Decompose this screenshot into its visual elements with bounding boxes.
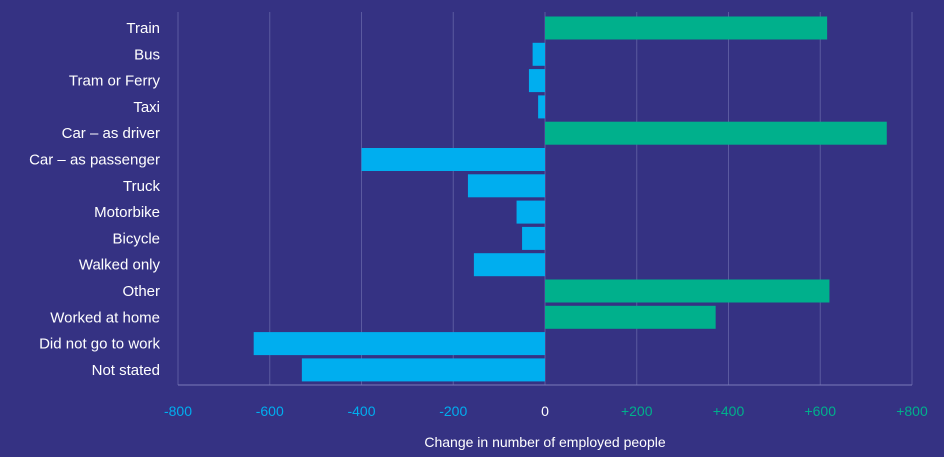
x-tick-label-8: +800 — [896, 403, 928, 419]
x-tick-label-6: +400 — [713, 403, 745, 419]
bars — [253, 16, 887, 382]
category-label-12: Did not go to work — [39, 336, 160, 353]
bar-9 — [473, 253, 545, 277]
x-tick-label-0: -800 — [164, 403, 192, 419]
bar-7 — [516, 200, 545, 224]
category-label-3: Taxi — [133, 99, 160, 116]
category-label-0: Train — [126, 20, 160, 37]
x-tick-label-1: -600 — [256, 403, 284, 419]
bar-2 — [528, 69, 545, 93]
category-label-1: Bus — [134, 46, 160, 63]
category-label-13: Not stated — [92, 362, 160, 379]
x-tick-label-7: +600 — [804, 403, 836, 419]
x-tick-labels: -800 -600 -400 -200 0 +200 +400 +600 +800 — [164, 403, 928, 419]
category-label-2: Tram or Ferry — [69, 73, 161, 90]
bar-1 — [532, 42, 545, 66]
x-tick-label-2: -400 — [347, 403, 375, 419]
bar-0 — [545, 16, 828, 40]
category-label-9: Walked only — [79, 257, 161, 274]
grid-lines — [177, 12, 913, 386]
x-axis-title: Change in number of employed people — [424, 434, 665, 450]
bar-6 — [467, 174, 545, 198]
category-label-5: Car – as passenger — [29, 152, 160, 169]
bar-3 — [538, 95, 545, 119]
category-label-10: Other — [122, 283, 160, 300]
bar-13 — [301, 358, 545, 382]
x-tick-label-3: -200 — [439, 403, 467, 419]
x-tick-label-5: +200 — [621, 403, 653, 419]
category-label-6: Truck — [123, 178, 160, 195]
x-tick-label-4: 0 — [541, 403, 549, 419]
category-label-8: Bicycle — [112, 230, 160, 247]
category-label-4: Car – as driver — [62, 125, 160, 142]
bar-5 — [361, 148, 545, 171]
category-labels: Train Bus Tram or Ferry Taxi Car – as driver… — [29, 20, 160, 379]
category-label-7: Motorbike — [94, 204, 160, 221]
bar-10 — [545, 279, 830, 303]
bar-8 — [522, 226, 545, 250]
bar-12 — [253, 332, 545, 356]
bar-4 — [545, 121, 887, 145]
category-label-11: Worked at home — [50, 309, 160, 326]
bar-11 — [545, 305, 716, 329]
